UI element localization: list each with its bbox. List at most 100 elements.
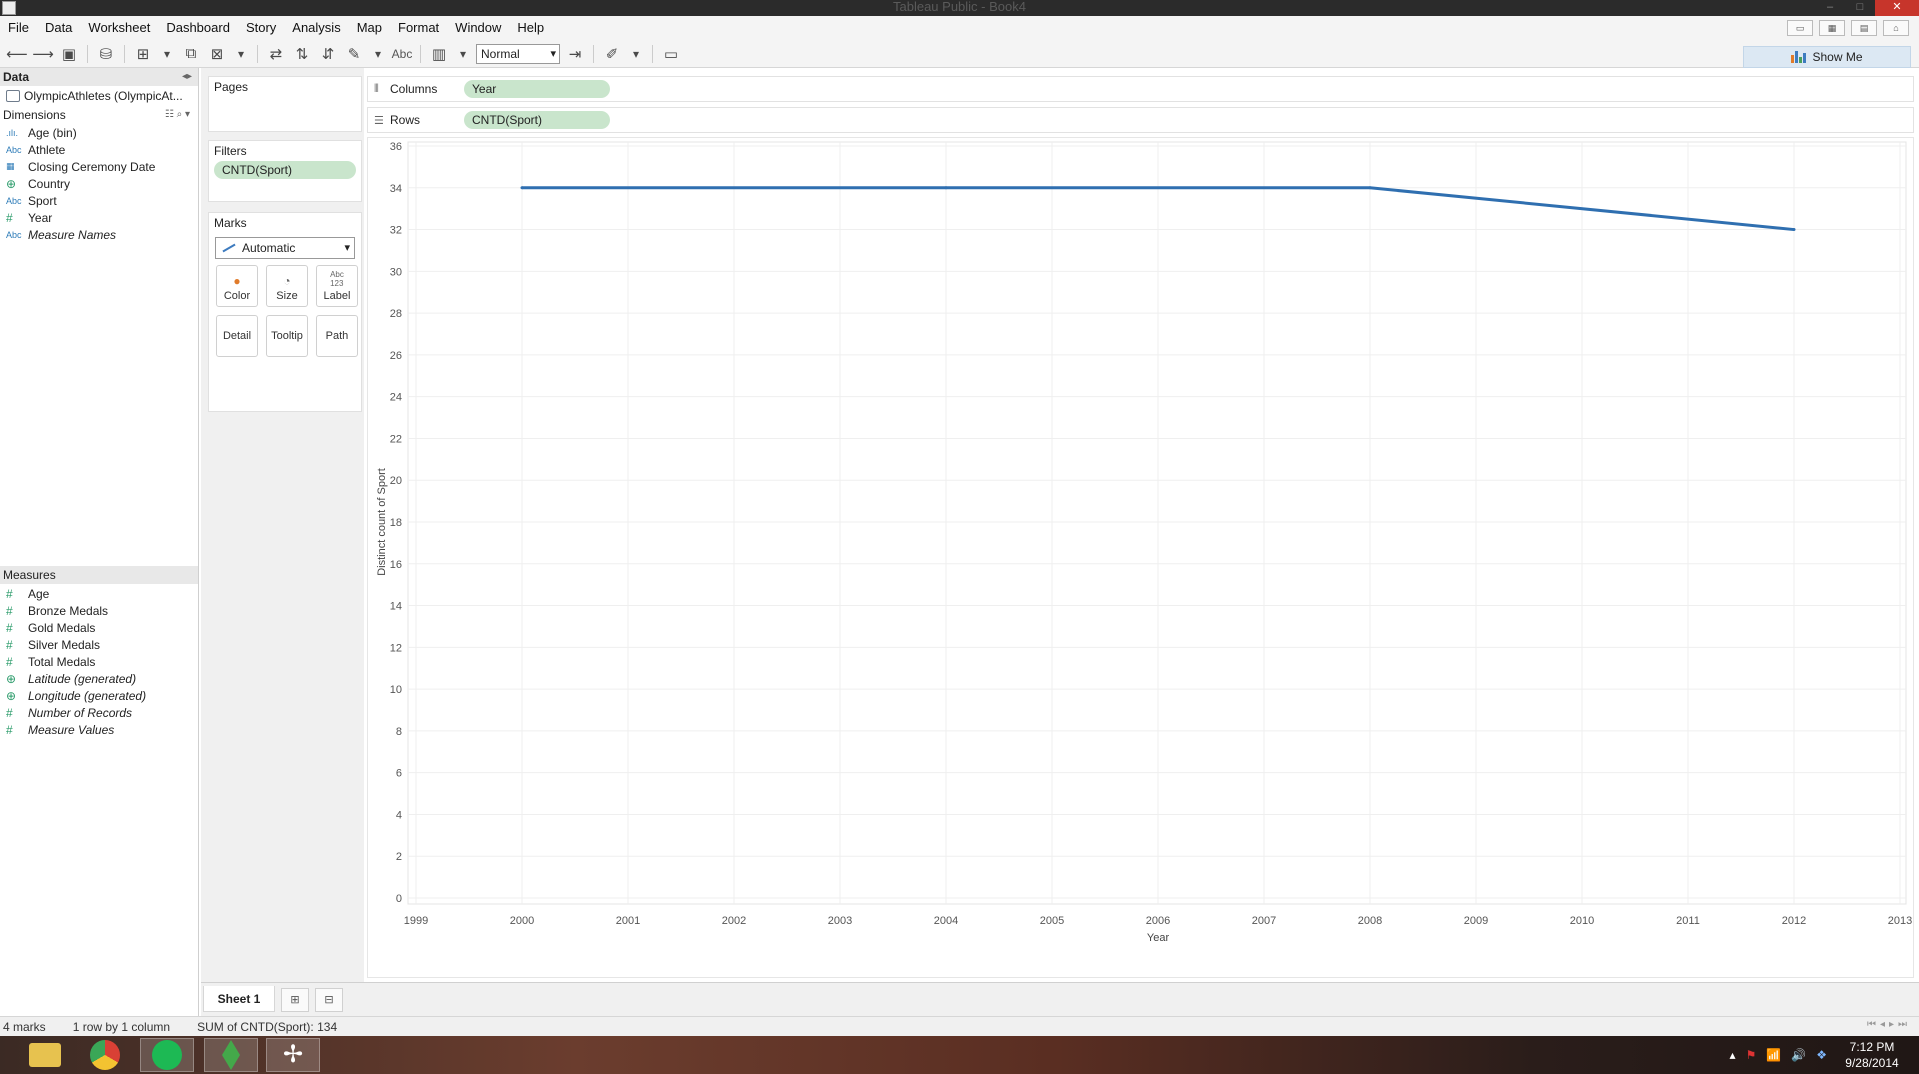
save-icon[interactable]: ▣ — [61, 45, 77, 63]
menu-dashboard[interactable]: Dashboard — [166, 20, 230, 35]
dropdown-arrow-icon[interactable]: ▾ — [632, 46, 640, 61]
mark-type-select[interactable]: Automatic — [215, 237, 355, 259]
menu-format[interactable]: Format — [398, 20, 440, 35]
dimension-field[interactable]: Abc Athlete — [0, 141, 198, 158]
measure-field[interactable]: ⊕ Longitude (generated) — [0, 687, 198, 704]
new-dashboard-tab-icon[interactable]: ⊟ — [315, 988, 343, 1012]
new-worksheet-icon[interactable]: ⊞ — [136, 45, 150, 63]
collapse-icon[interactable]: ◂▸ — [181, 71, 192, 82]
dropbox-icon[interactable]: ❖ — [1816, 1048, 1827, 1062]
filter-pill[interactable]: CNTD(Sport) — [214, 161, 356, 179]
chart-type-icon[interactable]: ▥ — [431, 45, 447, 63]
action-center-flag-icon[interactable]: ⚑ — [1745, 1048, 1757, 1062]
y-tick-label: 16 — [390, 559, 402, 571]
y-tick-label: 0 — [396, 893, 402, 905]
dimension-field[interactable]: Abc Measure Names — [0, 226, 198, 243]
sims-icon[interactable] — [204, 1038, 258, 1072]
filters-card[interactable]: Filters CNTD(Sport) — [208, 140, 362, 202]
tableau-icon[interactable]: ✢ — [266, 1038, 320, 1072]
clock[interactable]: 7:12 PM 9/28/2014 — [1837, 1039, 1907, 1071]
dropdown-arrow-icon[interactable]: ▾ — [163, 46, 171, 61]
rows-pill[interactable]: CNTD(Sport) — [464, 111, 610, 129]
sheet-sorter-icon[interactable]: ▦ — [1819, 20, 1845, 36]
highlight-icon[interactable]: ✎ — [347, 45, 361, 63]
window-title: Tableau Public - Book4 — [893, 0, 1026, 14]
measure-field[interactable]: ⊕ Latitude (generated) — [0, 670, 198, 687]
label-button[interactable]: Abc 123 Label — [316, 265, 358, 307]
menu-file[interactable]: File — [8, 20, 29, 35]
dimension-tools-icon[interactable]: ☷ ⌕ ▾ — [164, 109, 190, 120]
new-worksheet-tab-icon[interactable]: ⊞ — [281, 988, 309, 1012]
dimension-field[interactable]: .ılı. Age (bin) — [0, 124, 198, 141]
measure-field[interactable]: # Gold Medals — [0, 619, 198, 636]
measure-field[interactable]: # Age — [0, 585, 198, 602]
y-tick-label: 4 — [396, 809, 402, 821]
tray-expand-icon[interactable]: ▴ — [1729, 1048, 1736, 1062]
chrome-icon[interactable] — [78, 1038, 132, 1072]
columns-shelf[interactable]: ⦀ Columns Year — [367, 76, 1914, 102]
menu-map[interactable]: Map — [356, 20, 382, 35]
measure-field[interactable]: # Silver Medals — [0, 636, 198, 653]
dimensions-list: .ılı. Age (bin) Abc Athlete ▦ Closing Ceremon… — [0, 124, 198, 243]
start-page-icon[interactable]: ⌂ — [1883, 20, 1909, 36]
sheet-navigation-icon[interactable]: ⏮◂▸⏭ — [1866, 1019, 1911, 1030]
fix-axes-icon[interactable]: ⇥ — [568, 45, 582, 63]
maximize-button[interactable]: □ — [1856, 1, 1864, 13]
measure-field[interactable]: # Total Medals — [0, 653, 198, 670]
show-mark-labels-button[interactable]: Abc — [391, 46, 413, 61]
data-source-icon[interactable]: ▤ — [1851, 20, 1877, 36]
sort-ascending-icon[interactable]: ⇅ — [295, 45, 309, 63]
color-button[interactable]: ● Color — [216, 265, 258, 307]
dropdown-arrow-icon[interactable]: ▾ — [374, 46, 382, 61]
menu-worksheet[interactable]: Worksheet — [88, 20, 151, 35]
measure-field[interactable]: # Number of Records — [0, 704, 198, 721]
volume-icon[interactable]: 🔊 — [1791, 1048, 1807, 1062]
detail-button[interactable]: Detail — [216, 315, 258, 357]
rows-shelf[interactable]: ☰ Rows CNTD(Sport) — [367, 107, 1914, 133]
size-button[interactable]: ◔ Size — [266, 265, 308, 307]
dimension-field[interactable]: ⊕ Country — [0, 175, 198, 192]
pen-icon[interactable]: ✐ — [605, 45, 619, 63]
tooltip-button[interactable]: Tooltip — [266, 315, 308, 357]
dropdown-arrow-icon[interactable]: ▾ — [459, 46, 467, 61]
viz-area[interactable]: 0 2 4 6 8 10 12 14 16 18 20 22 24 26 28 30 32 34 36 1999 200… — [367, 137, 1914, 978]
dimension-field-label: Sport — [28, 193, 57, 208]
new-data-source-icon[interactable]: ⛁ — [99, 45, 113, 63]
detail-label: Detail — [222, 330, 252, 342]
menu-data[interactable]: Data — [44, 20, 73, 35]
measure-field[interactable]: # Measure Values — [0, 721, 198, 738]
fit-select[interactable]: Normal — [476, 43, 560, 64]
dimension-field[interactable]: # Year — [0, 209, 198, 226]
menu-window[interactable]: Window — [455, 20, 502, 35]
presentation-mode-icon[interactable]: ▭ — [1787, 20, 1813, 36]
menu-analysis[interactable]: Analysis — [292, 20, 341, 35]
duplicate-sheet-icon[interactable]: ⧉ — [185, 45, 197, 62]
globe-icon: ⊕ — [6, 688, 17, 703]
sort-descending-icon[interactable]: ⇵ — [321, 45, 335, 63]
path-button[interactable]: Path — [316, 315, 358, 357]
presentation-icon[interactable]: ▭ — [663, 45, 679, 63]
rows-icon: ☰ — [374, 114, 384, 127]
measure-field[interactable]: # Bronze Medals — [0, 602, 198, 619]
undo-icon[interactable]: ⟵ — [6, 45, 28, 63]
file-explorer-icon[interactable] — [18, 1038, 72, 1072]
close-button[interactable]: ✕ — [1875, 0, 1919, 16]
toolbar-separator — [420, 44, 421, 63]
redo-icon[interactable]: ⟶ — [32, 45, 54, 63]
dimension-field[interactable]: ▦ Closing Ceremony Date — [0, 158, 198, 175]
network-icon[interactable]: 📶 — [1766, 1048, 1782, 1062]
swap-rows-columns-icon[interactable]: ⇄ — [269, 45, 283, 63]
menu-story[interactable]: Story — [245, 20, 277, 35]
sheet-tab[interactable]: Sheet 1 — [203, 986, 275, 1012]
dropdown-arrow-icon[interactable]: ▾ — [237, 46, 245, 61]
data-source-item[interactable]: OlympicAthletes (OlympicAt... — [0, 86, 198, 106]
columns-pill[interactable]: Year — [464, 80, 610, 98]
pages-card[interactable]: Pages — [208, 76, 362, 132]
dimension-field[interactable]: Abc Sport — [0, 192, 198, 209]
show-me-button[interactable]: Show Me — [1743, 46, 1911, 68]
menu-help[interactable]: Help — [517, 20, 545, 35]
minimize-button[interactable]: – — [1826, 1, 1834, 13]
spotify-icon[interactable] — [140, 1038, 194, 1072]
clear-sheet-icon[interactable]: ⊠ — [210, 45, 224, 63]
